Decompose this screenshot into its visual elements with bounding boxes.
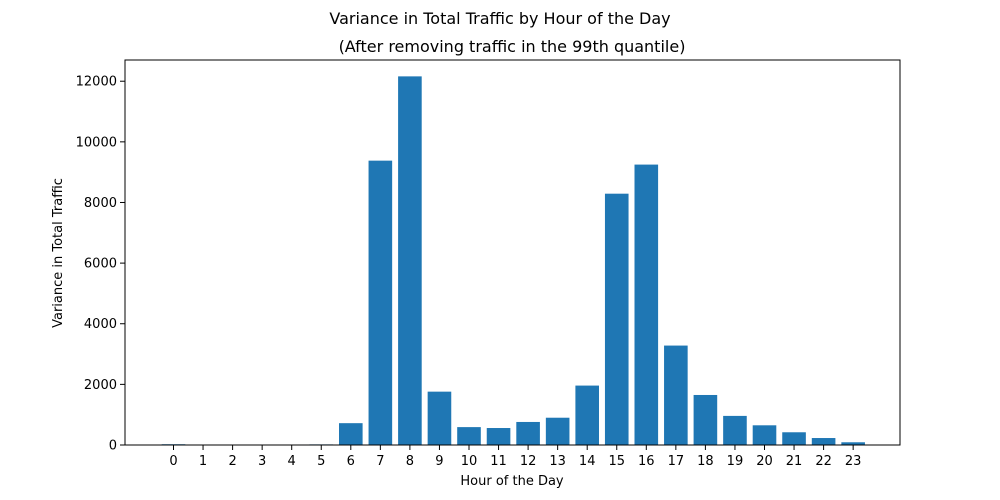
x-tick-label: 9 <box>435 454 443 469</box>
bars-group <box>161 76 865 446</box>
plot-frame <box>124 59 901 446</box>
y-axis-ticks: 0 2000 4000 6000 8000 10000 12000 <box>76 75 125 454</box>
x-tick-label: 3 <box>258 454 266 469</box>
bar-15 <box>604 193 629 445</box>
x-tick-label: 0 <box>169 454 177 469</box>
bar-19 <box>723 415 747 445</box>
x-tick-label: 14 <box>579 454 596 469</box>
x-tick-label: 15 <box>608 454 625 469</box>
x-tick-label: 1 <box>199 454 207 469</box>
x-tick-label: 17 <box>668 454 685 469</box>
x-tick-label: 6 <box>347 454 355 469</box>
x-tick-label: 5 <box>317 454 325 469</box>
y-axis-label: Variance in Total Traffic <box>51 178 66 328</box>
x-axis-label: Hour of the Day <box>460 474 564 489</box>
bar-14 <box>575 385 599 445</box>
y-tick-label: 8000 <box>84 196 117 211</box>
y-tick-label: 0 <box>109 439 117 454</box>
x-tick-label: 18 <box>697 454 714 469</box>
bar-20 <box>752 425 777 445</box>
x-tick-label: 11 <box>490 454 507 469</box>
x-tick-label: 4 <box>288 454 296 469</box>
bar-13 <box>545 417 570 445</box>
chart-subtitle: (After removing traffic in the 99th quan… <box>339 37 686 56</box>
y-tick-label: 4000 <box>84 317 117 332</box>
bar-8 <box>398 76 422 446</box>
bar-21 <box>782 432 806 445</box>
bar-7 <box>368 160 393 445</box>
x-tick-label: 13 <box>549 454 566 469</box>
y-tick-label: 6000 <box>84 257 117 272</box>
x-axis-ticks: 0 1 2 3 4 5 6 7 8 9 10 11 12 13 14 15 16 17 18 19 20 21 22 23 <box>169 445 861 469</box>
y-tick-label: 12000 <box>76 75 117 90</box>
chart-title: Variance in Total Traffic by Hour of the… <box>329 9 670 28</box>
x-tick-label: 7 <box>376 454 384 469</box>
bar-18 <box>693 394 718 445</box>
x-tick-label: 16 <box>638 454 655 469</box>
x-tick-label: 2 <box>228 454 236 469</box>
bar-16 <box>634 164 659 445</box>
bar-9 <box>427 391 452 445</box>
y-tick-label: 2000 <box>84 378 117 393</box>
x-tick-label: 23 <box>845 454 862 469</box>
y-tick-label: 10000 <box>76 135 117 150</box>
x-tick-label: 12 <box>520 454 537 469</box>
x-tick-label: 21 <box>786 454 803 469</box>
bar-22 <box>811 438 836 445</box>
bar-17 <box>664 345 688 445</box>
bar-23 <box>841 442 865 445</box>
bar-12 <box>516 421 540 445</box>
x-tick-label: 10 <box>461 454 478 469</box>
bar-11 <box>486 428 511 445</box>
x-tick-label: 20 <box>756 454 773 469</box>
x-tick-label: 8 <box>406 454 414 469</box>
bar-10 <box>457 427 481 445</box>
bar-6 <box>339 423 363 445</box>
x-tick-label: 19 <box>727 454 744 469</box>
x-tick-label: 22 <box>815 454 832 469</box>
